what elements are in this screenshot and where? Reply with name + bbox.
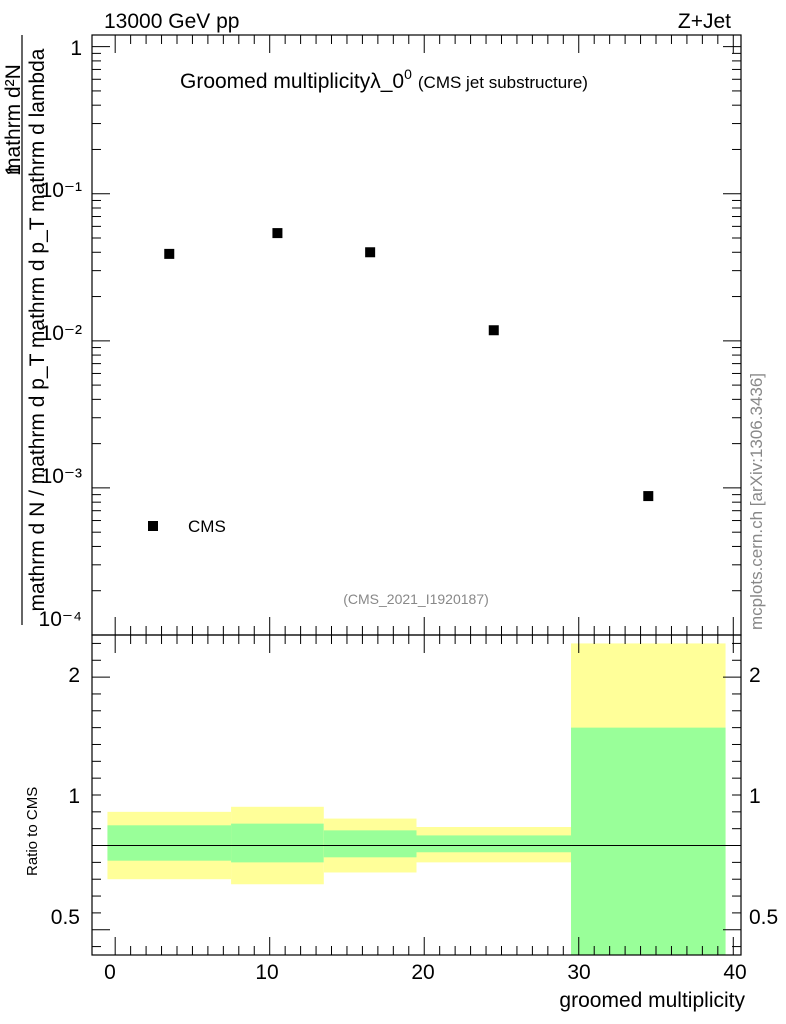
x-tick-label-10: 10 — [255, 961, 278, 984]
chart-title-main: Groomed multiplicityλ_0 — [180, 70, 404, 93]
ratio-plot: 0.5 1 2 0.5 1 2 0 10 20 30 40 Ratio to C… — [24, 634, 778, 1012]
y-axis-label: 1 mathrm d²N mathrm d N / mathrm d p_T m… — [2, 35, 49, 625]
ratio-plot-frame — [91, 634, 742, 956]
header-right-label: Z+Jet — [678, 10, 731, 33]
chart-title-superscript: 0 — [404, 66, 412, 82]
ratio-axis-ticks — [92, 635, 741, 955]
analysis-label: (CMS_2021_I1920187) — [343, 591, 489, 607]
ratio-y-axis-label: Ratio to CMS — [24, 787, 41, 876]
stat-uncertainty-band — [416, 835, 572, 853]
watermark-label: mcplots.cern.ch [arXiv:1306.3436] — [747, 373, 766, 630]
x-tick-label-30: 30 — [567, 961, 590, 984]
x-axis-label: groomed multiplicity — [559, 989, 745, 1012]
main-plot-frame — [91, 34, 742, 636]
ratio-y-tick-label-0.5-right: 0.5 — [749, 906, 778, 929]
ratio-bands — [107, 643, 726, 955]
y-axis-label-fraction-bottom: mathrm d N / mathrm d p_T mathrm d p_T m… — [26, 48, 49, 611]
legend-label-cms: CMS — [188, 517, 226, 536]
data-points — [164, 228, 654, 502]
data-point — [164, 248, 175, 259]
data-point — [643, 491, 654, 502]
main-plot: 1 10⁻¹ 10⁻² 10⁻³ 10⁻⁴ Groomed multiplici… — [2, 34, 766, 636]
stat-uncertainty-band — [323, 830, 417, 858]
ratio-y-tick-label-2-right: 2 — [749, 664, 761, 687]
y-tick-label-1e-3: 10⁻³ — [41, 465, 82, 488]
ratio-y-tick-label-2: 2 — [68, 664, 80, 687]
legend-marker-cms — [148, 521, 158, 531]
data-point — [365, 247, 376, 258]
ratio-y-tick-label-0.5: 0.5 — [51, 906, 80, 929]
stat-uncertainty-band — [107, 825, 232, 861]
header-left-label: 13000 GeV pp — [104, 10, 239, 33]
data-point — [488, 325, 499, 336]
chart-subtitle: (CMS jet substructure) — [418, 73, 588, 92]
ratio-y-tick-label-1-right: 1 — [749, 785, 761, 808]
y-axis-label-fraction-top: mathrm d²N — [2, 64, 25, 175]
data-point — [272, 228, 283, 239]
x-tick-label-20: 20 — [411, 961, 434, 984]
x-tick-label-40: 40 — [723, 961, 746, 984]
x-tick-label-0: 0 — [104, 961, 116, 984]
y-tick-label-1e-2: 10⁻² — [41, 322, 82, 345]
y-axis-label-numerator: 1 — [2, 164, 25, 176]
stat-uncertainty-band — [571, 727, 726, 955]
y-tick-label-1: 1 — [70, 37, 82, 60]
stat-uncertainty-band — [231, 823, 324, 863]
main-axis-ticks — [92, 35, 741, 636]
y-tick-label-1e-1: 10⁻¹ — [41, 179, 82, 202]
chart-title: Groomed multiplicityλ_00 (CMS jet substru… — [180, 66, 588, 93]
ratio-y-tick-label-1: 1 — [68, 785, 80, 808]
y-tick-label-1e-4: 10⁻⁴ — [39, 608, 82, 631]
